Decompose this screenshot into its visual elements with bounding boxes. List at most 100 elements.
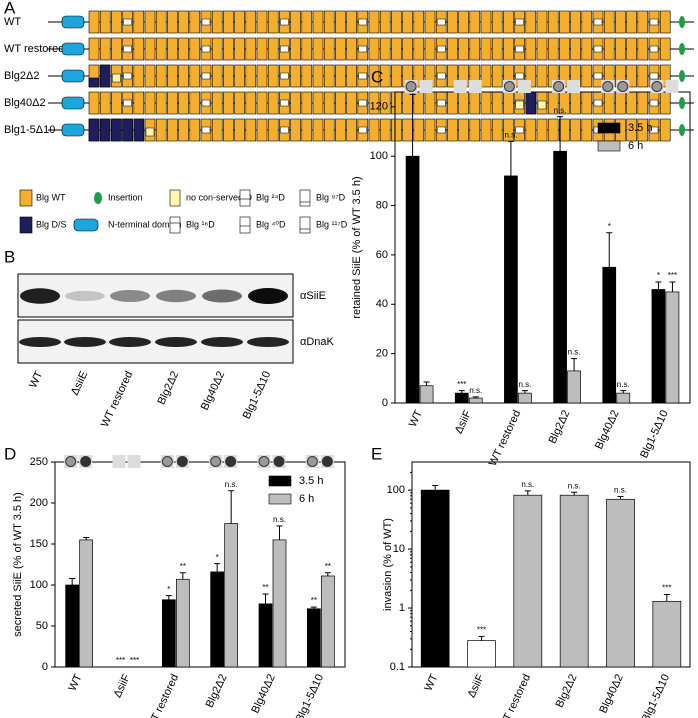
blg-variant — [649, 45, 659, 53]
x-tick-label: WT restored — [487, 408, 523, 468]
significance: *** — [457, 380, 466, 389]
blg-domain — [402, 91, 413, 115]
key — [169, 216, 181, 234]
thumbnail-spot — [602, 81, 614, 92]
blg-domain — [368, 37, 380, 61]
blg-variant — [649, 126, 659, 134]
y-axis-label: invasion (% of WT) — [382, 518, 394, 611]
blg-domain — [223, 10, 234, 34]
blg-ds — [88, 118, 100, 142]
significance: n.s. — [521, 480, 534, 489]
significance: n.s. — [518, 380, 531, 389]
row-label: Blg40Δ2 — [4, 97, 46, 109]
blg-domain — [335, 37, 346, 61]
blg-ds — [525, 91, 537, 115]
blg-domain — [637, 64, 649, 88]
blg-domain — [256, 118, 268, 142]
blg-domain — [559, 10, 570, 34]
blg-ds — [99, 118, 111, 142]
blg-domain — [424, 91, 436, 115]
y-tick-label: 50 — [36, 620, 48, 632]
blg-domain — [570, 10, 581, 34]
band — [20, 288, 60, 304]
key — [94, 192, 102, 204]
antibody-label: αDnaK — [300, 336, 335, 348]
blg-domain — [491, 37, 503, 61]
insertion — [679, 124, 685, 136]
blg-domain — [335, 91, 346, 115]
blg-domain — [525, 37, 537, 61]
blg-domain — [491, 10, 503, 34]
blg-domain — [570, 37, 581, 61]
x-tick-label: Blg40Δ2 — [593, 408, 621, 451]
y-tick-label: 40 — [376, 298, 388, 310]
significance: n.s. — [554, 106, 567, 115]
bar — [467, 640, 496, 668]
blg-domain — [458, 10, 469, 34]
bar — [306, 608, 321, 668]
blg-domain — [536, 64, 548, 88]
error-bar — [83, 536, 90, 540]
significance: n.s. — [504, 130, 517, 139]
blg-variant — [593, 18, 603, 26]
blg-variant — [123, 18, 132, 26]
row-label: Blg2Δ2 — [4, 70, 39, 82]
blg-domain — [223, 91, 234, 115]
blg-domain — [458, 37, 469, 61]
blg-domain — [290, 10, 301, 34]
x-tick-label: Blg1-5Δ10 — [294, 672, 327, 718]
legend-label: 3.5 h — [299, 475, 323, 487]
blg-variant — [123, 99, 132, 107]
blg-domain — [256, 10, 268, 34]
panel-label: A — [4, 0, 16, 17]
thumbnail — [567, 80, 581, 93]
thumbnail-spot — [176, 456, 188, 467]
blg-variant — [515, 18, 524, 26]
blg-domain — [536, 10, 548, 34]
blg-variant — [515, 45, 524, 53]
blg-domain — [547, 37, 559, 61]
bar — [567, 370, 581, 404]
bar — [258, 603, 273, 668]
blg-domain — [211, 10, 223, 34]
blg-domain — [503, 91, 514, 115]
bar — [454, 392, 469, 404]
blg-domain — [458, 118, 469, 142]
blg-domain — [659, 37, 671, 61]
blg-domain — [167, 118, 178, 142]
x-tick-label: Blg1-5Δ10 — [638, 408, 671, 460]
blg-domain — [480, 91, 492, 115]
blg-domain — [559, 37, 570, 61]
blg-domain — [413, 64, 425, 88]
blg-domain — [111, 10, 122, 34]
y-tick-label: 100 — [387, 484, 405, 496]
band — [64, 337, 106, 347]
lane-label: Blg1-5Δ10 — [241, 369, 274, 421]
blot-frame — [17, 273, 294, 318]
x-tick-label: Blg2Δ2 — [547, 408, 573, 445]
blg-domain — [99, 10, 111, 34]
blg-domain — [391, 10, 402, 34]
blg-domain — [178, 10, 189, 34]
blg-variant — [358, 72, 368, 80]
x-tick-label: WT — [66, 672, 84, 693]
blg-variant — [593, 72, 603, 80]
blg-domain — [312, 64, 324, 88]
y-tick-label: 0 — [382, 397, 388, 409]
thumbnail — [419, 80, 433, 93]
band — [110, 289, 150, 303]
bar — [616, 392, 631, 404]
blg-domain — [391, 64, 402, 88]
significance: *** — [668, 271, 677, 280]
thumbnail-spot — [161, 456, 173, 467]
significance: *** — [477, 626, 486, 635]
blg-domain — [167, 91, 178, 115]
significance: n.s. — [617, 380, 630, 389]
significance: ** — [180, 562, 186, 571]
blg-domain — [447, 64, 458, 88]
blg-domain — [603, 37, 615, 61]
blg-variant — [201, 18, 211, 26]
blg-domain — [301, 64, 313, 88]
error-bar — [432, 484, 439, 491]
bar — [513, 494, 543, 668]
